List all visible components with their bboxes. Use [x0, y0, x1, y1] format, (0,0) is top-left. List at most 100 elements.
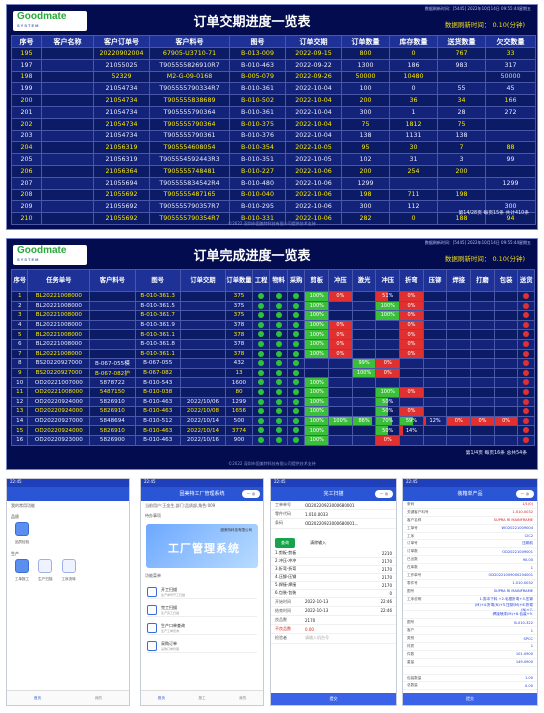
status-cell	[517, 329, 535, 340]
process-step[interactable]: 1.剪板-剪板 2210	[271, 550, 396, 558]
table-cell: 5	[10, 329, 29, 340]
column-header: 欠交数量	[485, 35, 536, 48]
function-item[interactable]: 采购订单 采购订单管理	[147, 639, 257, 653]
table-row[interactable]: 13 OD20220924000 5826910 B-010-463 2022/10/0…	[10, 406, 535, 417]
table-row[interactable]: 12 OD20220924000 5826910 B-010-463 2022/10/0…	[10, 396, 535, 408]
table-row[interactable]: 2 BL20221008000 B-010-361.5 375 100% 100% 0%	[10, 300, 535, 312]
table-cell: 88	[485, 141, 536, 155]
progress-label: 99%	[358, 360, 370, 367]
table-cell: 1600	[225, 377, 253, 388]
start-time-row[interactable]: 开始时间 2022-10-13 22:46	[271, 598, 396, 607]
bad-qty-row[interactable]: 不良品数 0.00	[271, 625, 396, 635]
tab-report[interactable]: 报工	[198, 695, 206, 700]
table-cell: 138	[437, 129, 486, 143]
clear-button[interactable]: 清除输入	[310, 539, 327, 545]
progress-label: 50%	[382, 398, 394, 405]
table-row[interactable]: 7 BL20221008000 B-010-361.1 378 100% 0% 0%	[10, 348, 535, 360]
refresh-interval: 数据刷新时间： 0.10(分钟)	[444, 255, 525, 263]
menu-capsule[interactable]: ··· ◎	[516, 490, 534, 498]
table-row[interactable]: 6 BL20221008000 B-010-361.8 378 100% 0% 0%	[10, 338, 535, 350]
table-row[interactable]: 9 BS20220927000 B-067-082护 B-067-082 13 100% 0…	[10, 367, 535, 379]
production-scan-button[interactable]: 生产扫描	[34, 557, 56, 582]
table-row[interactable]: 206 21056364 T905555748481 B-010-227 2022-10…	[11, 164, 536, 178]
table-row[interactable]: 11 OD20221008000 5487150 B-010-038 80 100% 100…	[10, 386, 535, 398]
submit-button[interactable]: 提交	[403, 693, 537, 705]
table-row[interactable]: 14 OD20220927000 5848694 B-010-512 2022/10/1…	[10, 415, 535, 427]
submit-button[interactable]: 提交	[271, 693, 396, 705]
table-row[interactable]: 195 20220902004 67905-U3710-71 B-013-009 202…	[11, 47, 536, 60]
status-cell	[251, 300, 271, 312]
table-row[interactable]: 201 21054734 T905555790364 B-010-361 2022-10…	[11, 105, 536, 119]
progress-label: 0%	[407, 408, 416, 415]
form-field[interactable]: 零件代码 1.010.0033	[271, 510, 396, 520]
table-row[interactable]: 10 OD20221007000 5878722 B-010-543 1600 100%	[10, 377, 535, 388]
function-title: 开工扫描	[161, 586, 177, 592]
status-green-dot	[258, 379, 265, 386]
progress-cell	[470, 338, 495, 350]
process-step[interactable]: 4.压铆-压铆 2170	[271, 574, 396, 582]
table-row[interactable]: 8 BS20220927000 B-067-055模 B-067-055 432 99% 0…	[10, 358, 535, 369]
table-row[interactable]: 16 OD20220923000 5826900 B-010-463 2022/10/1…	[10, 434, 535, 446]
progress-cell: 86%	[351, 415, 377, 427]
work-report-button[interactable]: 工单报工	[11, 557, 33, 582]
tab-home[interactable]: 首页	[157, 695, 165, 700]
process-step[interactable]: 5.焊接-焊接 2170	[271, 582, 396, 590]
table-row[interactable]: 200 21054734 T905555838689 B-010-502 2022-10…	[11, 94, 536, 107]
table-cell: B-010-361.3	[134, 291, 181, 302]
form-field[interactable]: 条码 OD20220923000680001...	[271, 519, 396, 529]
function-item[interactable]: 完工扫描 生产完工扫描	[147, 603, 257, 617]
detail-row: 关键客户料号 1.010.0032	[403, 509, 537, 517]
table-row[interactable]: 207 21055694 T905555834542R4 B-010-480 2022-…	[11, 176, 536, 190]
table-row[interactable]: 4 BL20221008000 B-010-361.9 378 100% 0% 0%	[10, 319, 535, 331]
table-row[interactable]: 199 21054734 T905555790334R7 B-010-361 2022-…	[11, 82, 536, 96]
table-cell: B-010-361.1	[134, 329, 181, 340]
table-row[interactable]: 203 21054734 T905555790361 B-010-376 2022-10…	[11, 129, 536, 143]
progress-fill	[353, 369, 375, 377]
table-row[interactable]: 202 21054734 T905555790364 B-010-375 2022-10…	[11, 117, 536, 131]
progress-cell	[422, 338, 448, 350]
process-step[interactable]: 2.冲压-冲冲 2170	[271, 558, 396, 566]
function-item[interactable]: 开工扫描 生产单号开工扫描	[147, 585, 257, 599]
end-time-row[interactable]: 结束时间 2022-10-13 22:46	[271, 607, 396, 616]
menu-capsule[interactable]: ··· ◎	[375, 490, 393, 498]
process-flow-button[interactable]: 工序流转	[58, 557, 80, 582]
table-cell: 7	[10, 348, 29, 360]
table-cell: B-010-463	[134, 406, 181, 417]
good-qty-row[interactable]: 良品数 2170	[271, 616, 396, 626]
banner: 固美特科技有限公司 工厂管理系统	[146, 524, 258, 568]
todo-link[interactable]: 待办事项	[145, 513, 161, 518]
table-row[interactable]: 1 BL20221008000 B-010-361.3 375 100% 0% 51% 0%	[10, 291, 535, 302]
detail-row: 订单数 OD20221009001	[403, 548, 537, 557]
table-row[interactable]: 205 21056319 T905554592443R3 B-010-351 2022-…	[11, 153, 536, 166]
tab-mine[interactable]: 我的	[239, 695, 247, 700]
progress-cell	[493, 377, 519, 388]
operator-row[interactable]: 检验者 请输入机台号	[271, 634, 396, 644]
process-step[interactable]: 3.折弯-折弯 2170	[271, 566, 396, 574]
function-item[interactable]: 生产口单查询 生产工单查询	[147, 621, 257, 635]
tab-mine[interactable]: 我的	[94, 695, 103, 700]
progress-label: 0%	[502, 418, 511, 425]
table-row[interactable]: 210 21055692 T905555790354R7 B-010-331 2022-…	[11, 212, 536, 225]
progress-cell	[351, 310, 377, 321]
table-row[interactable]: 197 21055025 T905555826910R7 B-010-463 2022-…	[11, 58, 536, 72]
status-bar: 22:45	[271, 479, 396, 487]
process-step[interactable]: 6.包装-包装 0	[271, 590, 396, 598]
menu-capsule[interactable]: ··· ◎	[242, 490, 260, 498]
table-row[interactable]: 209 21055692 T905555790357R7 B-010-295 2022-…	[11, 200, 536, 214]
table-row[interactable]: 198 52329 M2-G-09-0168 B-005-079 2022-09-26 5…	[11, 70, 536, 84]
progress-fill	[329, 350, 352, 358]
table-row[interactable]: 3 BL20221008000 B-010-361.7 375 100% 100% 0%	[10, 310, 535, 321]
form-field[interactable]: 工单单号 OD20220923000680001	[271, 501, 396, 511]
progress-fill	[305, 426, 328, 435]
table-row[interactable]: 15 OD20220924000 5826910 B-010-463 2022/10/1…	[10, 425, 535, 436]
table-row[interactable]: 5 BL20221008000 B-010-361.1 378 100% 0% 0%	[10, 329, 535, 340]
table-cell: 2022-10-05	[285, 141, 342, 155]
quality-inspect-button[interactable]: 品质检验	[11, 520, 33, 545]
query-button[interactable]: 查询	[275, 537, 295, 548]
refresh-meta: 数据刷新时间：[5445] 2022年10月14日 09:55:44星期五	[424, 6, 531, 11]
tab-home[interactable]: 首页	[33, 695, 42, 700]
table-row[interactable]: 204 21056319 T905554608054 B-010-354 2022-10…	[11, 141, 536, 155]
status-cell	[269, 396, 288, 408]
table-cell: B-010-354	[229, 141, 286, 155]
table-row[interactable]: 208 21055692 T905555487165 B-010-040 2022-10…	[11, 188, 536, 202]
